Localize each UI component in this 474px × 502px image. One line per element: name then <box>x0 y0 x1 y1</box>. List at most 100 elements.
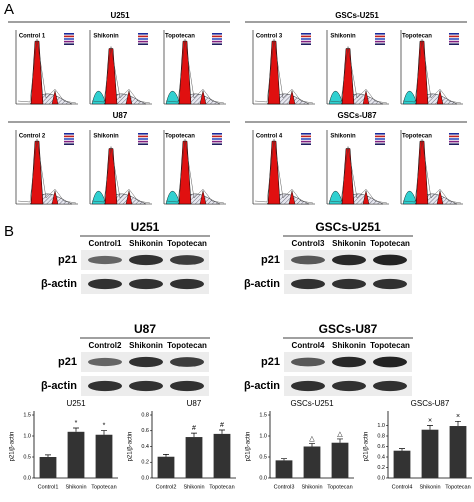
y-tick-label: 1.0 <box>259 433 267 439</box>
lane-label: Control1 <box>89 239 122 248</box>
band <box>129 278 163 290</box>
x-tick-label: Shikonin <box>419 484 440 490</box>
error-bar <box>337 438 343 443</box>
row-label: β-actin <box>244 380 280 392</box>
row-label: β-actin <box>41 278 77 290</box>
panel-label: A <box>4 1 14 18</box>
panel-title: Control 1 <box>19 34 46 40</box>
legend-stub <box>301 135 311 138</box>
legend-stub <box>64 143 74 145</box>
g2-peak <box>288 90 296 105</box>
red-peak <box>104 48 118 105</box>
legend-stub <box>138 40 148 43</box>
lane-label: Topotecan <box>370 239 410 248</box>
blot-title: GSCs-U251 <box>315 220 381 234</box>
red-peak <box>267 140 281 205</box>
g2-peak <box>288 190 296 205</box>
legend-stub <box>64 43 74 45</box>
significance-mark: # <box>220 422 224 429</box>
band <box>129 356 163 368</box>
trace <box>165 139 225 204</box>
legend-stub <box>138 133 148 135</box>
panel-title: Topotecan <box>165 34 195 40</box>
trace <box>17 39 77 104</box>
y-tick-label: 0.6 <box>377 444 385 450</box>
legend-stub <box>449 133 459 135</box>
x-tick-label: Control1 <box>38 484 59 490</box>
significance-mark: △ <box>309 435 315 442</box>
row-label: p21 <box>261 254 280 266</box>
g2-peak <box>51 90 59 105</box>
error-bar <box>101 430 107 435</box>
legend-stub <box>375 33 385 35</box>
red-peak <box>104 148 118 205</box>
error-bar <box>191 432 197 438</box>
lane-label: Control2 <box>89 341 122 350</box>
row-label: p21 <box>58 356 77 368</box>
panel-label: B <box>4 223 14 240</box>
bar <box>303 446 321 478</box>
legend-stub <box>64 38 74 40</box>
trace <box>17 139 77 204</box>
legend-stub <box>212 140 222 143</box>
error-bar <box>309 443 315 447</box>
trace <box>254 39 314 104</box>
red-peak <box>267 40 281 105</box>
legend-stub <box>138 33 148 35</box>
trace <box>91 146 151 204</box>
g2-peak <box>436 190 444 205</box>
blot-title: U87 <box>134 322 156 336</box>
legend-stub <box>301 43 311 45</box>
trace <box>328 46 388 104</box>
legend-stub <box>138 143 148 145</box>
bar <box>421 429 439 478</box>
red-peak <box>341 48 355 105</box>
band <box>170 380 204 392</box>
y-tick-label: 0.0 <box>259 475 267 481</box>
trace <box>165 39 225 104</box>
band <box>170 278 204 290</box>
band <box>332 254 366 266</box>
y-tick-label: 0.2 <box>141 460 149 466</box>
band <box>332 278 366 290</box>
legend-stub <box>375 40 385 43</box>
panel-title: Shikonin <box>330 34 356 40</box>
band <box>88 255 122 265</box>
lane-label: Topotecan <box>167 341 207 350</box>
red-peak <box>415 140 429 205</box>
legend-stub <box>301 138 311 140</box>
lane-label: Control3 <box>292 239 325 248</box>
g2-peak <box>199 90 207 105</box>
trace <box>402 139 462 204</box>
error-bar <box>427 425 433 430</box>
legend-stub <box>449 140 459 143</box>
group-title: GSCs-U251 <box>335 11 379 20</box>
band <box>291 357 325 367</box>
red-peak <box>415 40 429 105</box>
y-tick-label: 0.0 <box>141 475 149 481</box>
band <box>373 254 407 266</box>
bar <box>157 456 175 478</box>
bar <box>393 450 411 478</box>
x-tick-label: Shikonin <box>301 484 322 490</box>
band <box>88 278 122 290</box>
legend-stub <box>301 140 311 143</box>
chart-title: GSCs-U251 <box>290 399 334 408</box>
band <box>129 380 163 392</box>
panel-title: Control 3 <box>256 34 283 40</box>
legend-stub <box>449 38 459 40</box>
y-axis-label: p21/β-actin <box>128 432 134 462</box>
band <box>129 254 163 266</box>
lane-label: Topotecan <box>167 239 207 248</box>
legend-stub <box>301 33 311 35</box>
y-tick-label: 0.0 <box>23 475 31 481</box>
error-bar <box>45 454 51 457</box>
y-tick-label: 0.0 <box>377 475 385 481</box>
legend-stub <box>64 40 74 43</box>
g2-peak <box>125 190 133 205</box>
bar <box>95 434 113 478</box>
legend-stub <box>301 143 311 145</box>
error-bar <box>281 458 287 461</box>
y-axis-label: p21/β-actin <box>364 432 370 462</box>
x-tick-label: Control3 <box>274 484 295 490</box>
